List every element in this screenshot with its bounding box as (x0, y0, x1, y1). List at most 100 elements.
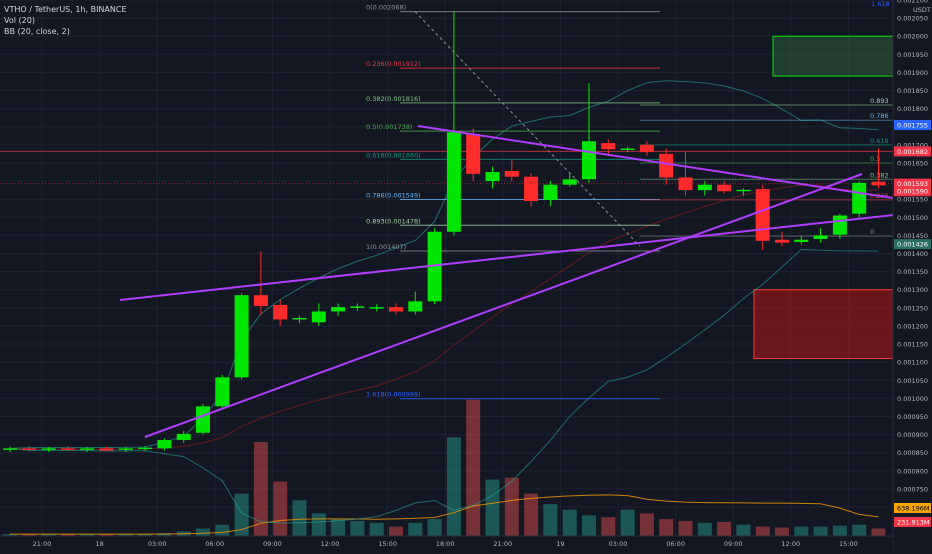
candle-body[interactable] (659, 153, 674, 178)
price-tick-label: 0.001250 (897, 304, 928, 312)
candle-body[interactable] (292, 317, 307, 320)
volume-bar (196, 528, 210, 536)
candle-body[interactable] (22, 448, 37, 450)
candle-body[interactable] (253, 295, 268, 307)
chart-legend: VTHO / TetherUS, 1h, BINANCE Vol (20) BB… (4, 4, 127, 37)
fib-trend-line[interactable] (414, 11, 641, 247)
price-tick-label: 0.000800 (897, 467, 928, 475)
price-axis-badge-label: 0.001593 (897, 180, 928, 188)
candle-body[interactable] (427, 231, 442, 302)
bollinger-upper-band (9, 80, 879, 449)
candle-body[interactable] (620, 148, 635, 150)
volume-bar (504, 477, 519, 536)
candle-body[interactable] (389, 307, 403, 312)
volume-bar (80, 534, 95, 536)
candle-body[interactable] (504, 170, 519, 177)
candle-body[interactable] (118, 448, 133, 450)
volume-bar (292, 500, 307, 536)
price-tick-label: 0.001350 (897, 268, 928, 276)
volume-bar (543, 504, 558, 536)
candle-body[interactable] (639, 144, 654, 153)
candle-body[interactable] (3, 448, 17, 450)
time-tick-label: 06:00 (205, 540, 224, 548)
candle-body[interactable] (582, 141, 596, 180)
candle-body[interactable] (99, 448, 114, 451)
trend-line[interactable] (417, 125, 894, 199)
candle-body[interactable] (717, 184, 732, 192)
candle-body[interactable] (311, 311, 326, 323)
price-axis-badge (894, 239, 931, 250)
price-tick-label: 0.000950 (897, 413, 928, 421)
candle-body[interactable] (408, 301, 423, 312)
candle-body[interactable] (234, 295, 249, 378)
symbol-title[interactable]: VTHO / TetherUS, 1h, BINANCE (4, 5, 127, 14)
currency-label: USDT (913, 6, 931, 14)
candle-body[interactable] (466, 134, 481, 174)
candle-body[interactable] (273, 304, 288, 320)
candle-body[interactable] (562, 179, 577, 185)
volume-axis-badge-label: 231.913M (897, 519, 930, 527)
time-tick-label: 12:00 (321, 540, 340, 548)
trend-line[interactable] (144, 173, 863, 438)
candle-body[interactable] (446, 132, 461, 232)
fib-right-level-label: 0.5 (870, 155, 880, 163)
candle-body[interactable] (775, 239, 789, 243)
candle-body[interactable] (41, 448, 56, 450)
price-tick-label: 0.001300 (897, 286, 928, 294)
fib-level-label: 0.893(0.001478) (366, 217, 421, 225)
candle-body[interactable] (524, 176, 539, 201)
candle-body[interactable] (485, 172, 500, 182)
volume-bar (871, 528, 886, 536)
candle-body[interactable] (736, 189, 751, 192)
volume-bar (832, 525, 847, 536)
candle-body[interactable] (369, 307, 384, 309)
bollinger-indicator-label[interactable]: BB (20, close, 2) (4, 27, 70, 36)
volume-bar (157, 533, 172, 536)
candle-body[interactable] (215, 377, 230, 407)
price-axis[interactable] (893, 0, 932, 550)
volume-axis-badge-label: 638.196M (897, 505, 930, 513)
candle-body[interactable] (350, 306, 365, 308)
candle-body[interactable] (852, 182, 867, 214)
time-axis[interactable] (0, 536, 893, 550)
candle-body[interactable] (697, 184, 712, 191)
candle-body[interactable] (196, 406, 210, 433)
price-axis-badge-label: 0.001755 (897, 121, 928, 129)
candle-body[interactable] (601, 143, 616, 150)
price-tick-label: 0.001650 (897, 159, 928, 167)
candle-body[interactable] (813, 235, 828, 240)
volume-bar (215, 524, 230, 536)
candle-body[interactable] (543, 184, 558, 200)
candle-body[interactable] (176, 433, 191, 441)
candle-body[interactable] (678, 177, 693, 191)
price-tick-label: 0.001200 (897, 322, 928, 330)
volume-bar (485, 479, 500, 536)
candle-body[interactable] (157, 440, 172, 449)
candle-body[interactable] (794, 239, 809, 242)
price-tick-label: 0.001500 (897, 214, 928, 222)
volume-bar (736, 524, 751, 536)
volume-bar (350, 520, 365, 536)
candle-body[interactable] (80, 448, 95, 450)
time-tick-label: 03:00 (609, 540, 628, 548)
volume-indicator-label[interactable]: Vol (20) (4, 16, 35, 25)
price-tick-label: 0.001900 (897, 69, 928, 77)
fib-right-level-label: 0.382 (870, 171, 889, 179)
candle-body[interactable] (832, 215, 847, 235)
candle-body[interactable] (138, 447, 153, 450)
candle-body[interactable] (871, 181, 886, 186)
time-tick-label: 18:00 (436, 540, 455, 548)
target-zone[interactable] (772, 35, 894, 77)
candle-body[interactable] (755, 189, 770, 241)
volume-bar (524, 493, 539, 536)
trend-line[interactable] (119, 214, 894, 301)
volume-bar (601, 517, 616, 536)
support-zone[interactable] (753, 289, 894, 360)
price-tick-label: 0.001700 (897, 141, 928, 149)
candle-body[interactable] (331, 307, 346, 312)
volume-bar (639, 513, 654, 536)
candle-body[interactable] (60, 448, 75, 450)
